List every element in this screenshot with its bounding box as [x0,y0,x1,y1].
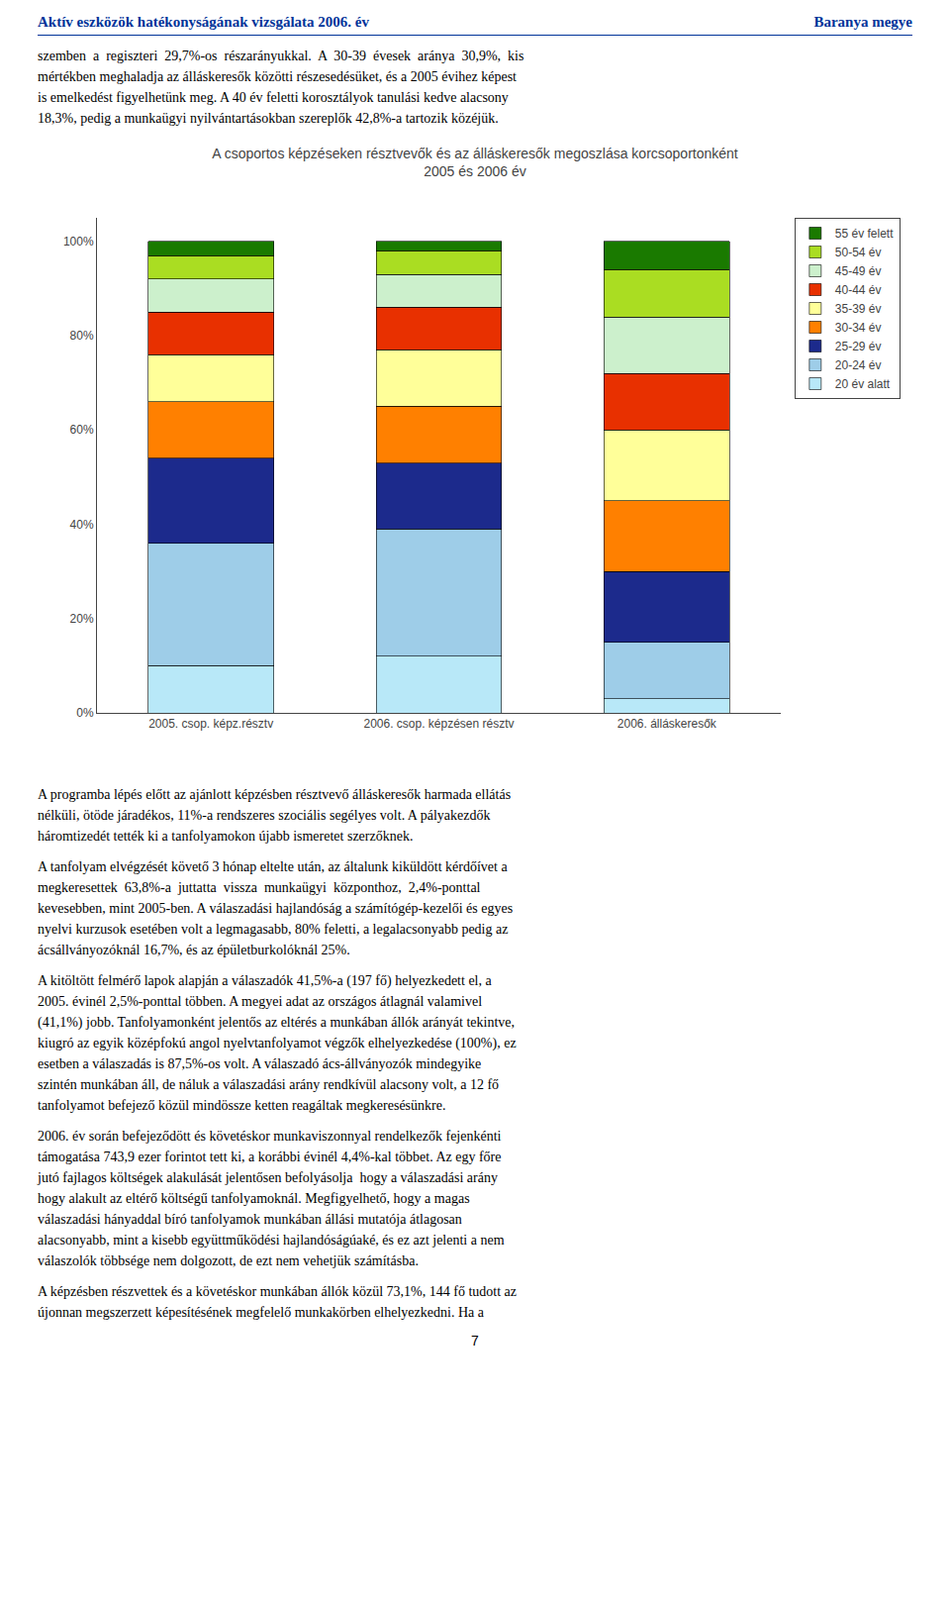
svg-text:20-24 év: 20-24 év [835,358,882,373]
svg-text:80%: 80% [70,328,95,343]
svg-text:40-44 év: 40-44 év [835,283,882,297]
html-text:Aktív eszközök hatékonyságának: Aktív eszközök hatékonyságának vizsgálat… [37,13,370,30]
svg-text:A csoportos képzéseken résztve: A csoportos képzéseken résztvevők és az … [211,145,739,180]
html-text:7: 7 [471,1331,479,1348]
html-text:A programba lépés előtt az ajá: A programba lépés előtt az ajánlott képz… [37,786,511,844]
html-text:2006. év során befejeződött és: 2006. év során befejeződött és követésko… [37,1128,505,1268]
svg-text:35-39 év: 35-39 év [835,301,882,316]
svg-text:2005. csop. képz.résztv: 2005. csop. képz.résztv [148,716,274,731]
svg-text:55 év felett: 55 év felett [835,226,894,241]
svg-text:30-34 év: 30-34 év [835,320,882,335]
svg-text:25-29 év: 25-29 év [835,339,882,354]
svg-text:20 év alatt: 20 év alatt [835,377,891,391]
svg-text:50-54 év: 50-54 év [835,245,882,260]
html-text:A tanfolyam elvégzését követő: A tanfolyam elvégzését követő 3 hónap el… [37,858,513,957]
svg-text:2006. csop. képzésen résztv: 2006. csop. képzésen résztv [363,716,514,731]
html-text:szemben a regiszteri 29,7%-os: szemben a regiszteri 29,7%-os részarányu… [37,48,524,126]
svg-text:20%: 20% [70,611,95,626]
svg-text:45-49 év: 45-49 év [835,264,882,279]
svg-text:100%: 100% [63,234,95,249]
svg-text:60%: 60% [70,422,95,437]
svg-text:40%: 40% [70,517,95,532]
html-text:A kitöltött felmérő lapok alap: A kitöltött felmérő lapok alapján a vála… [37,972,517,1113]
svg-text:0%: 0% [76,705,95,720]
html-text:A képzésben részvettek és a kö: A képzésben részvettek és a követéskor m… [37,1283,517,1320]
html-text:Baranya megye: Baranya megye [813,13,913,30]
svg-text:2006. álláskeresők: 2006. álláskeresők [617,716,718,731]
